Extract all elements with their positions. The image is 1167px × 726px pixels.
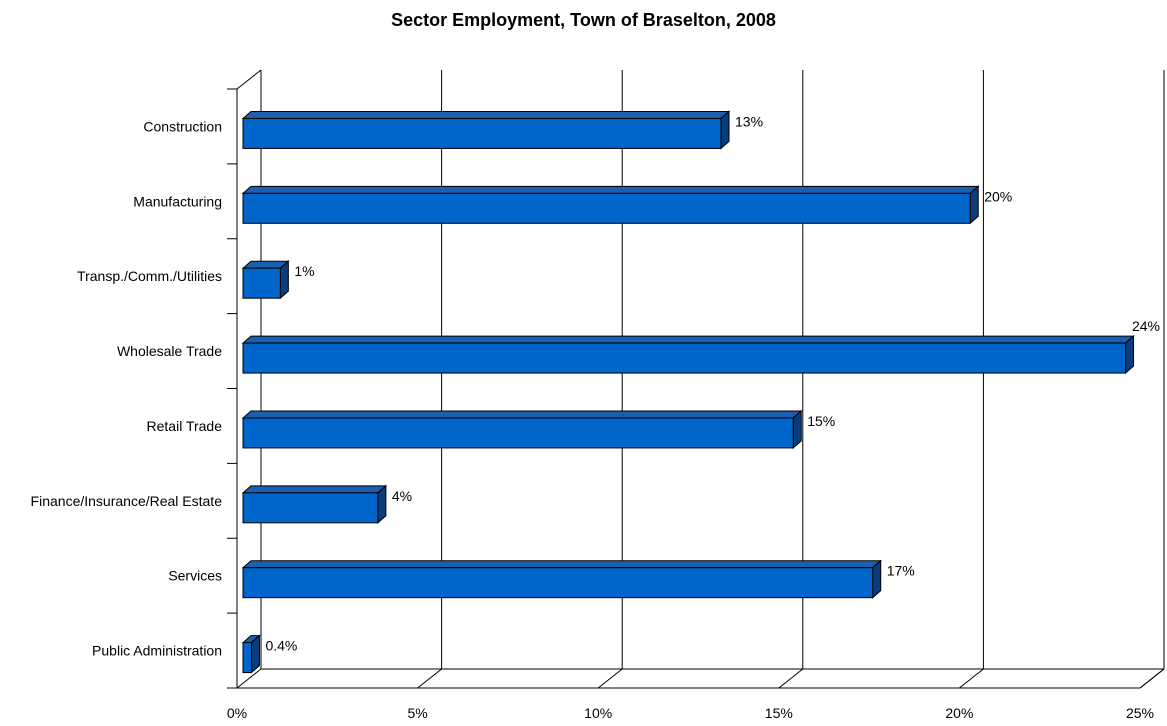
category-label: Wholesale Trade bbox=[117, 343, 222, 359]
bar bbox=[241, 634, 261, 674]
axis-depth-top bbox=[236, 69, 262, 90]
label-layer: 0% 5% 10% 15% 20% 25% Construction 13% Manufactu… bbox=[31, 113, 1160, 721]
bar-side-face bbox=[250, 634, 260, 674]
x-tick-label: 25% bbox=[1126, 705, 1154, 721]
category-label: Services bbox=[168, 568, 222, 584]
x-tick-label: 15% bbox=[765, 705, 793, 721]
category-label: Retail Trade bbox=[147, 418, 223, 434]
bar-front-face bbox=[242, 342, 1127, 374]
category-label: Finance/Insurance/Real Estate bbox=[31, 493, 223, 509]
bar-side-face bbox=[872, 559, 882, 599]
data-label: 15% bbox=[807, 413, 835, 429]
data-label: 13% bbox=[735, 113, 763, 129]
data-label: 20% bbox=[984, 188, 1012, 204]
bar-layer bbox=[241, 110, 1135, 674]
category-label: Public Administration bbox=[92, 643, 222, 659]
bar-front-face bbox=[242, 117, 722, 149]
x-tick-label: 20% bbox=[945, 705, 973, 721]
bar-front-face bbox=[242, 567, 874, 599]
x-tick-label: 10% bbox=[584, 705, 612, 721]
floor-gridline bbox=[236, 668, 262, 689]
data-label: 24% bbox=[1132, 318, 1160, 334]
floor-gridline bbox=[417, 668, 442, 689]
axis-depth-right bbox=[1139, 668, 1165, 689]
bar-top-face bbox=[241, 185, 980, 194]
bar-top-face bbox=[241, 110, 731, 119]
floor-gridline bbox=[597, 668, 623, 689]
floor-gridline bbox=[959, 668, 984, 689]
bar-front-face bbox=[242, 417, 794, 449]
data-label: 4% bbox=[392, 488, 412, 504]
bar-side-face bbox=[969, 185, 979, 225]
bar bbox=[241, 110, 731, 150]
bar bbox=[241, 484, 388, 524]
bar-side-face bbox=[279, 260, 289, 300]
bar-top-face bbox=[241, 485, 388, 494]
floor-gridline bbox=[778, 668, 804, 689]
data-label: 0.4% bbox=[265, 638, 297, 654]
bar-top-face bbox=[241, 560, 883, 569]
bar-side-face bbox=[720, 110, 730, 150]
x-tick-label: 0% bbox=[227, 705, 247, 721]
bar bbox=[241, 334, 1135, 375]
bar-front-face bbox=[242, 492, 379, 524]
bar bbox=[241, 409, 803, 450]
x-tick-label: 5% bbox=[407, 705, 427, 721]
bar-front-face bbox=[242, 642, 252, 674]
category-label: Manufacturing bbox=[133, 193, 222, 209]
data-label: 1% bbox=[294, 263, 314, 279]
bar bbox=[241, 185, 980, 225]
chart-title: Sector Employment, Town of Braselton, 20… bbox=[391, 10, 776, 30]
category-label: Construction bbox=[143, 118, 222, 134]
bar bbox=[241, 559, 883, 599]
bar-side-face bbox=[377, 484, 387, 524]
bar-top-face bbox=[241, 410, 803, 419]
bar bbox=[241, 260, 290, 300]
data-label: 17% bbox=[887, 563, 915, 579]
bar-top-face bbox=[241, 335, 1135, 344]
bar-side-face bbox=[792, 409, 802, 450]
bar-side-face bbox=[1125, 334, 1135, 375]
category-label: Transp./Comm./Utilities bbox=[77, 268, 222, 284]
bar-front-face bbox=[242, 267, 281, 299]
bar-front-face bbox=[242, 192, 971, 224]
